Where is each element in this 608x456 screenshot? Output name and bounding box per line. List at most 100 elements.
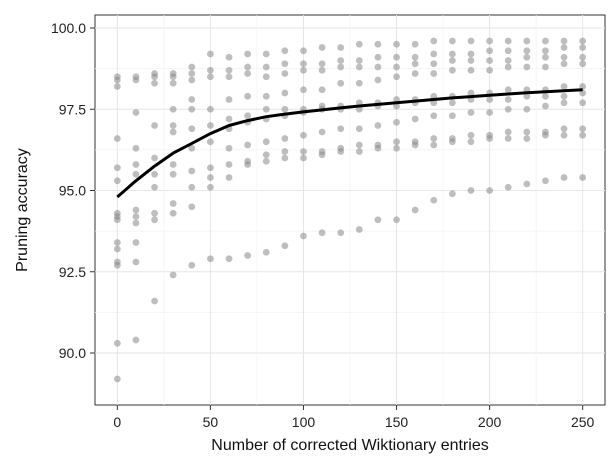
data-point [542,177,549,185]
data-point [560,60,568,68]
data-point [113,135,121,142]
data-point [448,99,456,107]
data-point [486,135,493,142]
data-point [486,57,493,64]
data-point [225,66,233,74]
data-point [151,154,158,162]
data-point [560,53,568,61]
data-point [225,161,233,168]
data-point [151,79,158,87]
data-point [560,44,568,51]
data-point [374,216,382,224]
data-point [448,112,456,120]
data-point [225,255,233,263]
data-point [579,174,587,181]
data-point [411,206,419,214]
data-point [207,66,214,74]
data-point [207,138,214,146]
x-tick-label: 0 [113,414,121,430]
data-point [300,47,307,55]
data-point [560,99,568,107]
data-point [151,297,158,305]
data-point [523,53,531,61]
data-point [411,60,419,68]
x-axis-ticks: 0 50 100 150 200 250 [113,405,595,430]
data-point [113,83,121,90]
data-point [188,96,196,103]
data-point [523,47,531,55]
data-point [207,164,214,172]
data-point [337,125,345,133]
data-point [355,40,363,48]
data-point [262,138,270,146]
data-point [281,47,289,55]
data-point [244,252,252,259]
data-point [281,242,289,250]
data-point [151,183,158,191]
data-point [225,73,233,81]
data-point [374,76,382,84]
data-point [430,141,438,149]
data-point [504,63,512,71]
data-point [542,92,549,100]
data-point [113,216,121,224]
data-point [560,174,568,181]
data-point [337,148,345,155]
data-point [579,99,587,107]
data-point [337,229,345,237]
data-point [318,44,326,51]
data-point [579,37,587,45]
data-point [281,148,289,155]
data-point [374,122,382,129]
data-point [300,60,307,68]
data-point [393,63,400,71]
data-point [169,105,177,113]
data-point [151,73,158,81]
data-point [113,375,121,383]
x-tick-label: 200 [478,414,502,430]
data-point [374,144,382,152]
data-point [411,141,419,149]
data-point [467,66,475,74]
x-tick-label: 150 [385,414,409,430]
data-point [355,226,363,233]
data-point [244,50,252,58]
data-point [430,112,438,120]
x-axis-title: Number of corrected Wiktionary entries [211,437,488,454]
data-point [542,53,549,61]
data-point [355,79,363,87]
data-point [467,89,475,97]
data-point [579,60,587,68]
trend-line [116,88,583,199]
y-axis-title: Pruning accuracy [14,148,31,272]
data-point [337,57,345,64]
data-point [262,73,270,81]
data-point [504,135,512,142]
data-point [318,60,326,68]
data-point [132,239,140,246]
data-point [523,180,531,188]
data-point [523,135,531,142]
data-point [542,131,549,139]
y-tick-label: 92.5 [59,264,86,280]
data-point [262,50,270,58]
data-point [523,92,531,100]
data-point [169,170,177,178]
data-point [430,50,438,58]
data-point [262,151,270,159]
data-point [188,63,196,71]
data-point [430,60,438,68]
y-tick-label: 95.0 [59,183,86,199]
data-point [281,60,289,68]
data-point [169,271,177,279]
data-point [207,174,214,181]
trend-line-group [116,88,583,199]
data-point [355,125,363,133]
data-point [393,118,400,126]
data-point [207,105,214,113]
data-point [113,239,121,246]
data-point [207,255,214,263]
data-point [132,206,140,214]
data-point [393,144,400,152]
